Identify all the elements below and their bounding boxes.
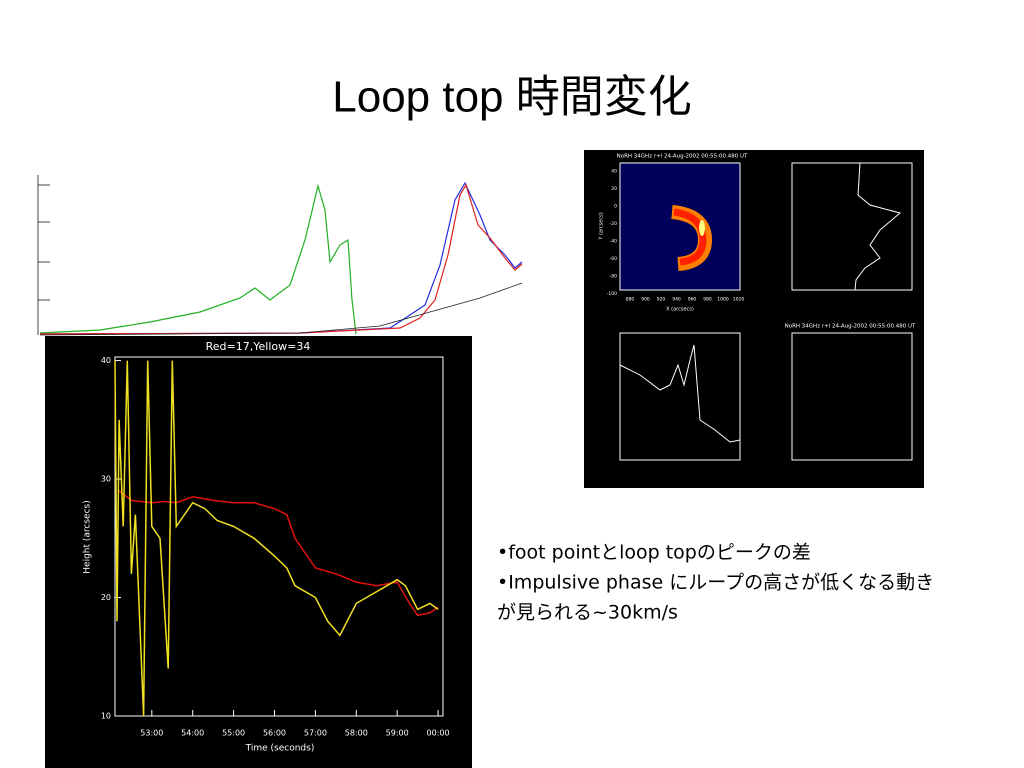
norh-panel: NoRH 34GHz r+l 24-Aug-2002 00:55:00.480 …	[584, 150, 924, 488]
x-tick-label: 54:00	[181, 729, 204, 738]
panel-title: NoRH 34GHz r+l 24-Aug-2002 00:55:00.480 …	[785, 324, 916, 330]
y-tick-label: 20	[101, 593, 111, 602]
slide-title: Loop top 時間変化	[332, 73, 692, 122]
x-axis-label: Time (seconds)	[245, 744, 315, 754]
plot-background	[45, 336, 472, 768]
y-tick-label: -100	[607, 291, 617, 297]
frame	[619, 332, 741, 461]
time-curve	[619, 344, 741, 443]
y-tick-label: 30	[101, 475, 111, 484]
x-tick-label: 920	[657, 297, 666, 303]
y-tick-label: -80	[610, 274, 617, 280]
panel-title: NoRH 34GHz r+l 24-Aug-2002 00:55:00.480 …	[617, 154, 748, 160]
x-axis-label: X (arcsecs)	[666, 307, 694, 313]
profile-curve	[854, 162, 902, 291]
height-plot: Red=17,Yellow=34 Height (arcsecs) Time (…	[45, 336, 472, 768]
frame	[791, 162, 913, 291]
x-tick-label: 58:00	[345, 729, 368, 738]
x-tick-label: 57:00	[304, 729, 327, 738]
x-tick-label: 940	[672, 297, 681, 303]
x-tick-label: 00:00	[427, 729, 450, 738]
bullet-text: •foot pointとloop topのピークの差	[497, 542, 811, 564]
plot-title: Red=17,Yellow=34	[206, 340, 311, 353]
image-background	[620, 163, 740, 290]
series-line	[114, 360, 439, 717]
x-tick-label: 880	[626, 297, 635, 303]
bullet-text: が見られる~30km/s	[497, 602, 678, 624]
y-tick-label: 40	[611, 169, 617, 175]
frame	[791, 332, 913, 461]
series-line	[118, 490, 439, 617]
y-tick-label: 0	[614, 204, 617, 210]
y-tick-label: -60	[610, 256, 617, 262]
x-tick-label: 960	[688, 297, 697, 303]
x-tick-label: 1000	[717, 297, 729, 303]
x-tick-label: 900	[641, 297, 650, 303]
y-tick-label: -20	[610, 221, 617, 227]
light-curve-image	[37, 175, 523, 336]
y-axis-label: Y (arcsecs)	[599, 212, 605, 240]
green-curve	[39, 183, 357, 335]
loop-core	[673, 208, 707, 266]
y-axis-label: Height (arcsecs)	[83, 500, 93, 573]
y-tick-label: -40	[610, 239, 617, 245]
bullet-text: •Impulsive phase にループの高さが低くなる動き	[497, 572, 934, 594]
y-tick-label: 10	[101, 712, 111, 721]
x-tick-label: 980	[703, 297, 712, 303]
red-curve	[39, 183, 523, 335]
x-tick-label: 56:00	[263, 729, 286, 738]
frame	[619, 162, 741, 291]
x-tick-label: 59:00	[386, 729, 409, 738]
x-tick-label: 55:00	[222, 729, 245, 738]
y-tick-label: 40	[101, 356, 111, 365]
bullet-list: •foot pointとloop topのピークの差 •Impulsive pha…	[497, 542, 934, 624]
plot-frame	[114, 356, 444, 717]
black-curve	[39, 282, 523, 336]
loop-peak	[699, 220, 705, 236]
x-tick-label: 1020	[733, 297, 745, 303]
x-tick-label: 53:00	[140, 729, 163, 738]
y-tick-label: 20	[611, 186, 617, 192]
